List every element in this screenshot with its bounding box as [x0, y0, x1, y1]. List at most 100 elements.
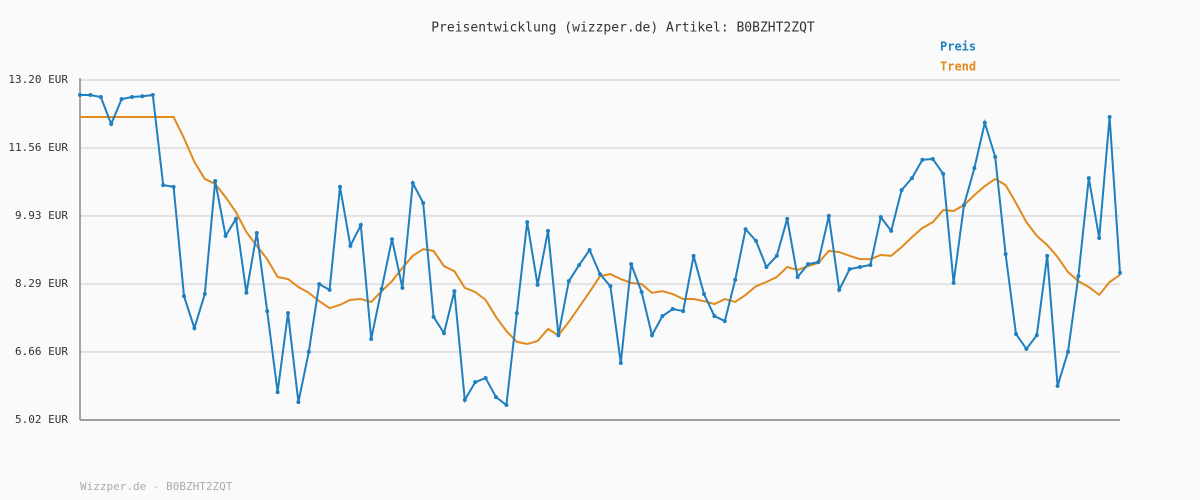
point-marker: [1086, 176, 1091, 181]
point-marker: [920, 157, 925, 162]
point-marker: [899, 188, 904, 193]
point-marker: [504, 403, 509, 408]
point-marker: [265, 309, 270, 314]
point-marker: [161, 183, 166, 188]
point-marker: [1014, 331, 1018, 336]
chart-title: Preisentwicklung (wizzper.de) Artikel: B…: [431, 21, 815, 36]
point-marker: [213, 179, 218, 184]
point-marker: [587, 248, 592, 252]
point-marker: [88, 92, 93, 97]
point-marker: [244, 290, 249, 295]
point-marker: [78, 92, 82, 97]
point-marker: [1097, 235, 1102, 240]
point-marker: [150, 92, 155, 97]
point-marker: [982, 120, 987, 125]
point-marker: [681, 309, 686, 314]
point-marker: [223, 233, 228, 238]
point-marker: [358, 223, 363, 228]
point-marker: [473, 380, 478, 385]
point-marker: [993, 154, 998, 159]
point-marker: [369, 336, 374, 341]
point-marker: [930, 156, 935, 161]
point-marker: [306, 349, 311, 354]
footer: Wizzper.de - B0BZHT2ZQT: [80, 480, 233, 493]
point-marker: [650, 333, 654, 338]
point-marker: [722, 319, 727, 324]
point-marker: [754, 238, 758, 243]
point-marker: [639, 289, 644, 294]
point-marker: [1107, 114, 1112, 119]
point-marker: [431, 314, 436, 319]
point-marker: [525, 220, 530, 225]
point-marker: [400, 285, 405, 290]
point-marker: [286, 311, 290, 316]
point-marker: [733, 277, 738, 282]
point-marker: [598, 272, 602, 277]
point-marker: [608, 284, 613, 289]
point-marker: [130, 95, 134, 100]
point-marker: [462, 398, 467, 403]
point-marker: [962, 203, 966, 208]
point-marker: [379, 287, 384, 292]
point-marker: [910, 176, 914, 181]
point-marker: [774, 253, 779, 258]
y-tick-label: 11.56 EUR: [8, 141, 68, 154]
point-marker: [1024, 346, 1029, 351]
y-tick-label: 5.02 EUR: [15, 413, 68, 426]
y-tick-label: 13.20 EUR: [8, 73, 68, 86]
point-marker: [764, 265, 769, 270]
point-marker: [192, 326, 197, 331]
point-marker: [712, 314, 717, 319]
point-marker: [421, 201, 426, 206]
point-marker: [171, 184, 176, 189]
point-marker: [660, 314, 665, 319]
point-marker: [847, 267, 852, 272]
point-marker: [98, 95, 103, 100]
y-tick-label: 9.93 EUR: [15, 209, 68, 222]
point-marker: [670, 307, 675, 312]
point-marker: [494, 395, 498, 400]
point-marker: [702, 292, 706, 297]
point-marker: [109, 122, 114, 127]
point-marker: [878, 215, 883, 220]
point-marker: [806, 262, 810, 267]
point-marker: [577, 262, 582, 267]
point-marker: [1066, 349, 1070, 354]
point-marker: [691, 253, 696, 258]
point-marker: [618, 361, 623, 366]
point-marker: [390, 237, 394, 242]
point-marker: [1045, 253, 1050, 258]
legend-label: Preis: [940, 40, 976, 54]
point-marker: [296, 400, 301, 405]
point-marker: [483, 376, 488, 381]
point-marker: [1034, 333, 1039, 338]
point-marker: [275, 390, 280, 395]
point-marker: [348, 243, 353, 248]
point-marker: [795, 275, 800, 280]
point-marker: [1076, 274, 1081, 279]
point-marker: [858, 265, 862, 270]
point-marker: [837, 287, 842, 292]
point-marker: [566, 279, 571, 284]
point-marker: [234, 216, 238, 221]
point-marker: [338, 184, 342, 189]
point-marker: [452, 289, 457, 294]
y-tick-label: 8.29 EUR: [15, 277, 68, 290]
point-marker: [327, 287, 332, 292]
y-tick-label: 6.66 EUR: [15, 345, 68, 358]
point-marker: [941, 171, 946, 176]
legend-label: Trend: [940, 60, 976, 74]
point-marker: [826, 213, 831, 218]
point-marker: [868, 262, 873, 267]
point-marker: [1118, 270, 1122, 275]
point-marker: [556, 333, 561, 338]
point-marker: [1003, 252, 1008, 257]
point-marker: [202, 292, 207, 297]
point-marker: [889, 228, 894, 233]
point-marker: [743, 227, 748, 232]
point-marker: [317, 282, 322, 287]
point-marker: [119, 97, 124, 102]
point-marker: [1055, 383, 1060, 388]
